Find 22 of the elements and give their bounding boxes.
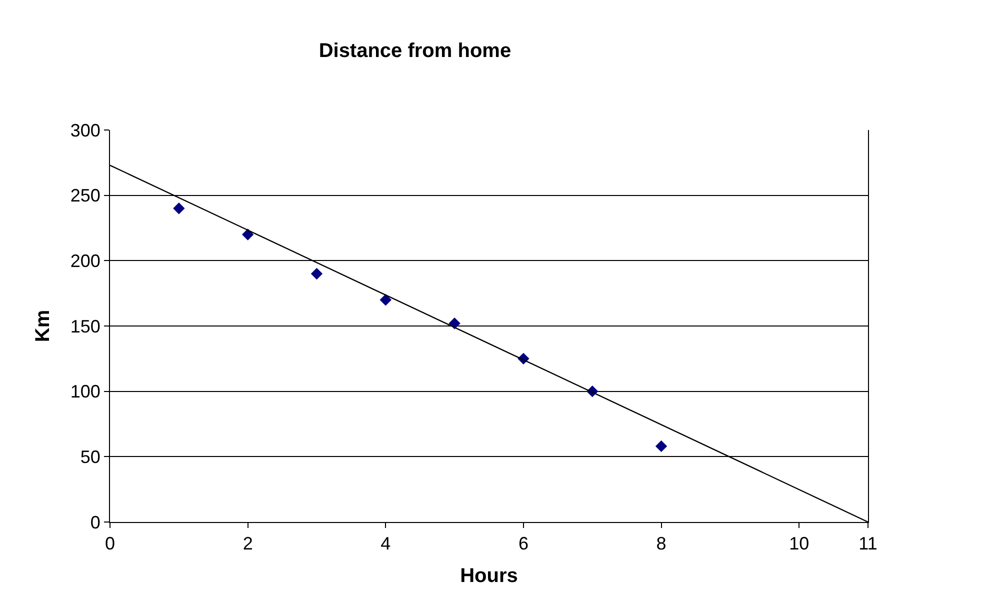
x-tick-label: 11 — [858, 534, 878, 554]
y-tick-label: 0 — [90, 512, 100, 532]
y-tick-label: 250 — [70, 186, 100, 206]
x-tick-label: 6 — [518, 534, 528, 554]
chart-title: Distance from home — [318, 40, 512, 62]
point — [242, 228, 254, 240]
y-tick-label: 200 — [70, 250, 100, 271]
x-tick-label: 2 — [242, 534, 253, 554]
point — [655, 440, 668, 452]
point — [380, 294, 392, 306]
y-tick-label: 150 — [70, 316, 100, 336]
x-tick-label: 10 — [789, 534, 810, 554]
y-tick-label: 100 — [70, 382, 100, 402]
x-axis-title: Hours — [460, 565, 518, 588]
y-axis-title: Km — [32, 310, 54, 342]
point — [310, 268, 323, 280]
point — [173, 202, 185, 214]
y-tick-label: 300 — [70, 120, 100, 140]
y-tick-label: 50 — [80, 446, 100, 467]
x-tick-label: 4 — [380, 534, 391, 554]
x-tick-label: 8 — [656, 534, 666, 554]
x-tick-label: 0 — [104, 534, 116, 554]
